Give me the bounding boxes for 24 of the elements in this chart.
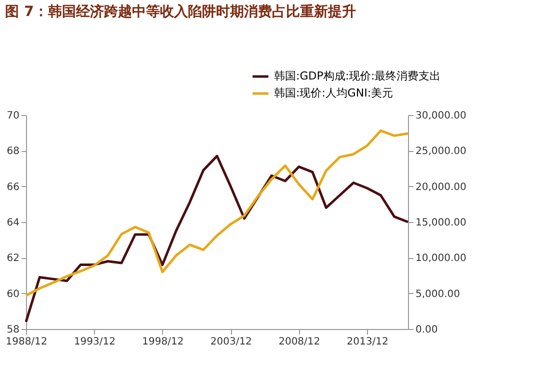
legend-label: 韩国:GDP构成:现价:最终消费支出 (274, 70, 441, 82)
y-tick-label: 60 (6, 288, 20, 300)
x-tick-label: 2008/12 (278, 336, 320, 348)
y2-tick-label: 5,000.00 (416, 288, 460, 300)
y-tick-label: 70 (6, 110, 20, 122)
y-tick-label: 66 (6, 182, 20, 193)
line-series (24, 129, 410, 297)
y-tick-label: 58 (6, 324, 20, 336)
legend-label: 韩国:现价:人均GNI:美元 (274, 86, 394, 100)
y-tick-label: 62 (6, 253, 20, 264)
y-tick-label: 64 (6, 218, 20, 228)
y2-tick-label: 10,000.00 (416, 253, 466, 264)
x-tick-label: 2003/12 (210, 336, 252, 348)
x-tick-label: 1998/12 (142, 336, 184, 348)
x-tick-label: 1988/12 (6, 336, 48, 348)
y2-tick-label: 25,000.00 (416, 146, 466, 158)
y2-tick-label: 20,000.00 (416, 182, 466, 193)
y-tick-label: 68 (6, 146, 20, 158)
y2-tick-label: 0.00 (416, 324, 438, 336)
x-tick-label: 1993/12 (74, 336, 116, 348)
chart-title: 图 7：韩国经济跨越中等收入陷阱时期消费占比重新提升 (5, 3, 356, 20)
x-tick-label: 2013/12 (346, 336, 388, 348)
y2-tick-label: 30,000.00 (416, 110, 466, 122)
y2-tick-label: 15,000.00 (416, 218, 466, 228)
